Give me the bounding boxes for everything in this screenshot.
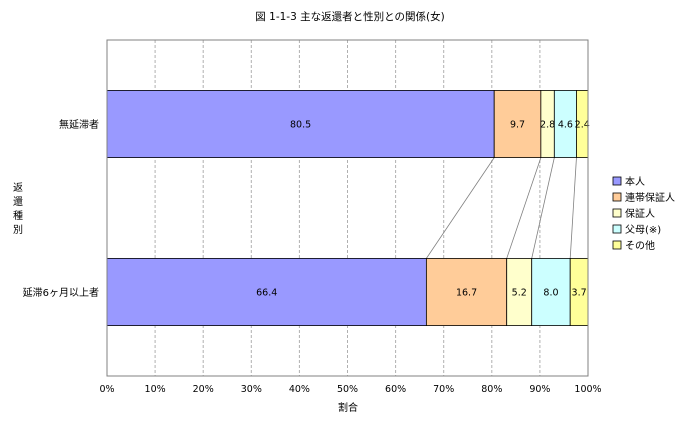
x-tick-label: 50% — [337, 384, 358, 395]
data-label: 3.7 — [572, 288, 587, 299]
x-axis-title: 割合 — [338, 401, 358, 414]
x-tick-label: 20% — [193, 384, 214, 395]
bar-segment — [531, 257, 571, 326]
x-tick-label: 70% — [433, 384, 454, 395]
data-label: 9.7 — [510, 120, 525, 131]
x-tick-label: 40% — [289, 384, 310, 395]
bar-segments — [106, 90, 589, 326]
bar-segment — [506, 257, 533, 326]
data-label: 8.0 — [543, 288, 558, 299]
x-tick-label: 100% — [574, 384, 601, 395]
legend-swatch — [612, 176, 622, 186]
series-connector-line — [569, 157, 577, 259]
data-label: 5.2 — [512, 288, 527, 299]
data-label: 2.4 — [575, 120, 590, 131]
bar-segment — [425, 257, 508, 326]
data-label: 16.7 — [456, 288, 477, 299]
category-label: 延滞6ヶ月以上者 — [23, 287, 99, 299]
legend-swatch — [612, 192, 622, 202]
bar-segment — [493, 90, 542, 158]
x-tick-label: 90% — [529, 384, 550, 395]
legend-swatch — [612, 208, 622, 218]
y-axis-title-char: 還 — [13, 196, 23, 208]
series-connector-lines — [426, 157, 577, 259]
legend-label: 連帯保証人 — [625, 191, 675, 204]
x-tick-label: 60% — [385, 384, 406, 395]
x-tick-label: 10% — [145, 384, 166, 395]
series-connector-line — [531, 157, 555, 259]
y-axis-title-char: 返 — [13, 182, 23, 194]
x-tick-label: 80% — [481, 384, 502, 395]
data-labels: 80.5 9.7 2.8 4.6 2.4 66.4 16.7 5.2 8.0 3.7 — [256, 120, 590, 299]
x-tick-label: 30% — [241, 384, 262, 395]
x-tick-label: 0% — [99, 384, 114, 395]
x-axis-tick-labels: 0% 10% 20% 30% 40% 50% 60% 70% 80% 90% 100% — [99, 384, 601, 395]
y-axis-title-char: 種 — [13, 209, 23, 222]
legend-label: 保証人 — [625, 207, 655, 220]
y-axis-title-char: 別 — [13, 224, 23, 236]
series-connector-line — [426, 157, 495, 259]
data-label: 80.5 — [290, 120, 311, 131]
series-connector-line — [506, 157, 542, 259]
chart-title: 図 1-1-3 主な返還者と性別との関係(女) — [255, 10, 444, 23]
data-label: 66.4 — [256, 288, 277, 299]
category-label: 無延滞者 — [59, 118, 99, 131]
legend-label: 本人 — [625, 175, 645, 188]
data-label: 4.6 — [558, 120, 573, 131]
legend-swatch — [612, 224, 622, 234]
plot-area-frame — [106, 39, 589, 377]
legend-swatch — [612, 240, 622, 250]
legend-label: 父母(※) — [625, 224, 661, 236]
data-label: 2.8 — [540, 120, 555, 131]
legend-label: その他 — [625, 239, 655, 252]
